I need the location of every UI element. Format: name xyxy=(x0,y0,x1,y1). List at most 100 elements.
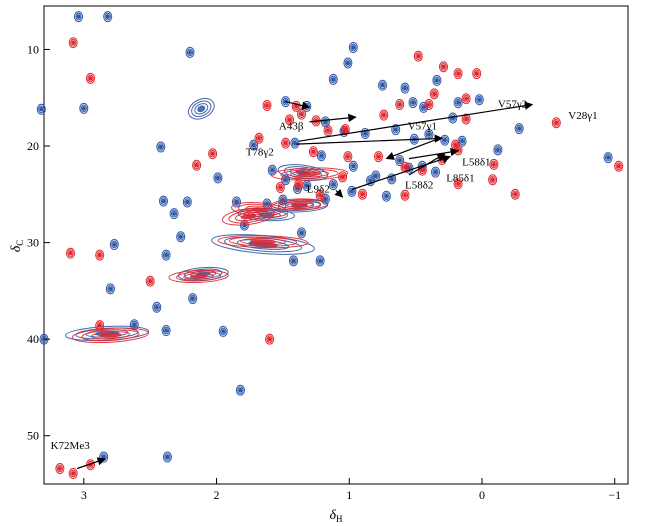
red-peak-contour xyxy=(294,179,304,191)
red-peak-contour xyxy=(403,165,407,170)
blue-peak-contour xyxy=(108,286,113,292)
red-peak-contour xyxy=(453,68,463,80)
blue-peak-contour xyxy=(435,78,439,83)
blue-peak-contour xyxy=(322,118,329,126)
red-cross-peak xyxy=(429,88,439,100)
red-peak-contour xyxy=(267,336,272,342)
y-tick-label: 40 xyxy=(27,332,39,346)
blue-peak-contour xyxy=(132,322,137,328)
blue-peak-contour xyxy=(379,81,386,89)
blue-peak-contour xyxy=(184,198,191,206)
blue-peak-contour xyxy=(164,252,169,258)
red-cross-peak xyxy=(291,100,301,112)
blue-peak-contour xyxy=(172,211,177,216)
red-peak-contour xyxy=(338,171,348,183)
blue-peak-contour xyxy=(80,104,87,113)
blue-cross-peak xyxy=(395,155,405,166)
annotation-arrow xyxy=(385,137,440,160)
x-axis-label-sub: H xyxy=(336,514,343,524)
red-peak-contour xyxy=(342,125,349,134)
blue-peak-contour xyxy=(107,285,114,293)
blue-cross-peak xyxy=(343,57,353,69)
annotation-arrow xyxy=(77,457,106,470)
blue-peak-contour xyxy=(251,142,256,148)
red-cross-peak xyxy=(358,188,367,200)
annotation-label: L85δ1 xyxy=(446,173,474,185)
blue-cross-peak xyxy=(188,293,198,305)
red-peak-contour xyxy=(265,333,275,345)
red-peak-contour xyxy=(464,116,469,122)
red-peak-contour xyxy=(395,99,405,110)
blue-peak-contour xyxy=(603,152,613,164)
blue-peak-contour xyxy=(381,190,391,202)
red-peak-contour xyxy=(287,117,292,123)
red-cross-peak xyxy=(461,93,471,105)
red-peak-contour xyxy=(340,124,350,136)
red-peak-contour xyxy=(488,174,498,186)
red-peak-contour xyxy=(614,160,624,172)
blue-peak-contour xyxy=(433,169,438,175)
red-peak-contour xyxy=(429,88,439,100)
red-peak-contour xyxy=(489,158,499,170)
red-peak-contour xyxy=(70,38,77,47)
red-peak-contour xyxy=(68,467,78,479)
red-cluster-contour xyxy=(189,274,208,279)
red-peak-contour xyxy=(282,139,289,147)
blue-peak-contour xyxy=(234,199,239,205)
annotation-arrow xyxy=(334,188,344,198)
blue-peak-contour xyxy=(162,451,172,463)
red-peak-contour xyxy=(87,74,94,83)
red-peak-contour xyxy=(512,190,519,199)
blue-peak-contour xyxy=(368,178,373,184)
red-peak-contour xyxy=(192,159,202,171)
red-peak-contour xyxy=(275,182,285,193)
annotation-label: L58δ1 xyxy=(462,156,490,168)
blue-peak-contour xyxy=(346,60,350,66)
blue-peak-contour xyxy=(74,11,83,23)
x-tick-label: 2 xyxy=(214,488,220,502)
red-cross-peak xyxy=(315,189,325,201)
blue-peak-contour xyxy=(171,209,178,218)
red-peak-contour xyxy=(283,140,288,146)
red-peak-contour xyxy=(68,37,78,49)
red-peak-contour xyxy=(317,191,324,200)
blue-cross-peak xyxy=(156,141,166,153)
red-cluster-contour xyxy=(175,271,222,282)
red-peak-contour xyxy=(88,76,93,81)
red-cluster-contour xyxy=(240,213,257,220)
blue-peak-contour xyxy=(453,97,463,109)
blue-cross-peak xyxy=(161,325,171,336)
blue-peak-contour xyxy=(606,155,610,160)
x-tick-label: 1 xyxy=(346,488,352,502)
blue-cross-peak xyxy=(328,179,338,191)
blue-cluster-contour xyxy=(191,100,212,118)
red-cross-peak xyxy=(262,100,272,111)
blue-peak-contour xyxy=(348,187,355,196)
blue-peak-contour xyxy=(323,196,328,202)
blue-peak-contour xyxy=(235,384,245,396)
blue-cross-peak xyxy=(267,164,277,176)
blue-peak-contour xyxy=(605,153,612,162)
blue-peak-contour xyxy=(367,177,374,185)
red-peak-contour xyxy=(431,90,438,98)
blue-peak-contour xyxy=(163,251,170,259)
red-peak-contour xyxy=(453,178,463,190)
blue-peak-contour xyxy=(408,97,418,109)
blue-peak-contour xyxy=(389,176,394,182)
red-peak-contour xyxy=(413,50,423,62)
red-peak-contour xyxy=(464,96,469,101)
red-peak-cluster xyxy=(270,198,329,211)
red-peak-contour xyxy=(427,102,431,107)
blue-peak-contour xyxy=(351,164,356,169)
red-cross-peak xyxy=(208,148,218,160)
blue-cross-peak xyxy=(381,190,391,202)
blue-peak-contour xyxy=(157,143,164,151)
blue-peak-contour xyxy=(517,126,522,131)
red-cross-peak xyxy=(417,164,427,176)
blue-peak-contour xyxy=(39,107,44,112)
blue-peak-contour xyxy=(104,12,111,21)
blue-cross-peak xyxy=(103,11,113,23)
red-cluster-contour xyxy=(168,269,229,284)
red-peak-contour xyxy=(147,277,154,286)
